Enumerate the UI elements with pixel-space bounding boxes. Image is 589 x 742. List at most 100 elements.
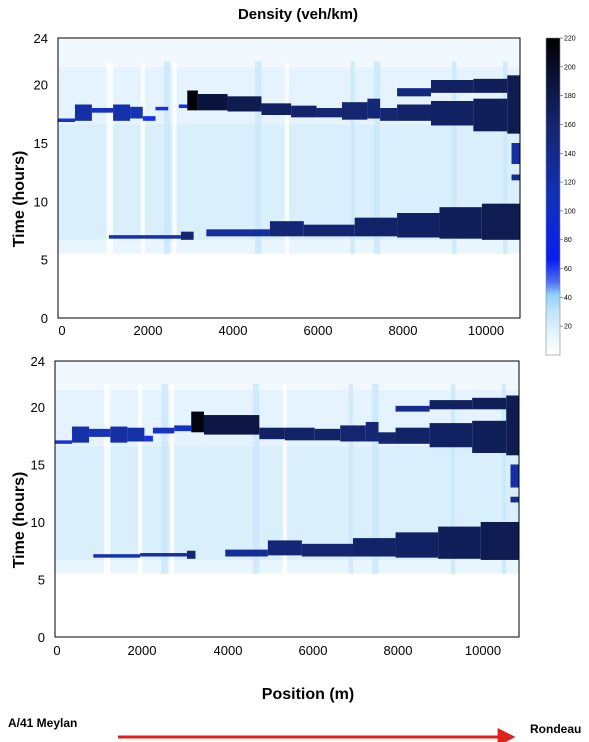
density-cell (55, 440, 73, 444)
density-cell (316, 108, 342, 118)
route-annotation: A/41 Meylan Rondeau (8, 716, 581, 742)
density-cell (341, 102, 368, 120)
colorbar-tick-label: 140 (564, 151, 576, 158)
detector-stripe (373, 61, 381, 254)
density-cell (127, 427, 145, 442)
detector-stripe (284, 61, 289, 254)
density-cell (506, 395, 519, 456)
detector-stripe (255, 61, 262, 254)
density-cell (110, 426, 128, 443)
density-cell (227, 96, 262, 112)
detector-stripe (138, 384, 143, 574)
density-cell (130, 106, 143, 119)
x-axis-label: Position (m) (262, 686, 354, 703)
x-tick-label: 10000 (465, 643, 501, 658)
density-cell (429, 423, 473, 448)
y-tick-label: 0 (38, 630, 45, 645)
density-cell (155, 106, 169, 111)
density-cell (507, 75, 520, 134)
density-cell (72, 426, 90, 443)
density-cell (197, 94, 228, 111)
density-cell (395, 532, 439, 558)
density-cell (397, 104, 431, 121)
density-cell (303, 224, 355, 237)
colorbar-tick-label: 220 (564, 36, 576, 43)
colorbar-tick-label: 100 (564, 208, 576, 215)
detector-stripe (103, 384, 111, 574)
density-cell (269, 221, 304, 237)
colorbar-tick-label: 20 (564, 324, 572, 331)
density-cell (259, 427, 285, 440)
x-tick-label: 8000 (384, 643, 413, 658)
x-tick-label: 6000 (299, 643, 328, 658)
detector-stripe (163, 61, 171, 254)
colorbar-gradient (545, 37, 561, 356)
colorbar-tick-label: 80 (564, 237, 572, 244)
x-tick-label: 8000 (389, 323, 418, 338)
y-tick-label: 10 (34, 194, 48, 209)
density-cell (367, 98, 381, 119)
density-cell (261, 103, 292, 115)
y-tick-label: 20 (31, 400, 45, 415)
density-cell (174, 425, 192, 432)
density-cell (340, 425, 366, 442)
density-cell (187, 90, 198, 111)
detector-stripe (501, 384, 507, 574)
density-cell (395, 427, 430, 444)
density-cell (191, 411, 204, 433)
x-tick-label: 2000 (128, 643, 157, 658)
density-cell (430, 80, 474, 93)
density-cell (203, 415, 260, 435)
density-cell (180, 231, 194, 240)
top-plot-frame (57, 37, 521, 319)
detector-stripe (450, 384, 456, 574)
detector-stripe (372, 384, 379, 574)
density-cell (144, 435, 153, 442)
x-tick-label: 0 (58, 323, 65, 338)
density-cell (472, 420, 507, 453)
y-tick-label: 10 (31, 515, 45, 530)
density-cell (510, 496, 519, 503)
detector-stripe (252, 384, 260, 574)
density-cell (472, 397, 507, 410)
density-cell (74, 104, 92, 121)
density-cell (352, 538, 396, 557)
density-cell (178, 104, 188, 108)
y-tick-label: 5 (41, 253, 48, 268)
density-cell (206, 229, 270, 237)
bottom-plot-frame (54, 360, 520, 638)
density-cell (291, 105, 317, 118)
density-cell (365, 421, 379, 442)
detector-stripe (348, 384, 353, 574)
density-cell (301, 543, 353, 557)
density-cell (511, 143, 520, 164)
detector-stripe (282, 384, 287, 574)
density-cell (186, 550, 196, 559)
density-cell (397, 213, 440, 238)
detector-stripe (161, 384, 168, 574)
y-tick-label: 15 (31, 458, 45, 473)
y-tick-label: 20 (34, 78, 48, 93)
density-cell (438, 526, 481, 559)
detector-stripe (169, 384, 175, 574)
y-tick-label: 24 (34, 31, 48, 46)
bottom-y-axis-label: Time (hours) (11, 472, 28, 569)
density-cell (58, 118, 75, 122)
density-cell (225, 549, 268, 557)
top-chart: 0 5 10 15 20 24 0 2000 4000 6000 8000 10000 Time (… (11, 31, 521, 338)
y-tick-label: 24 (31, 354, 45, 369)
density-cell (510, 464, 519, 488)
density-cell (395, 405, 430, 412)
density-cell (267, 540, 302, 556)
route-start-label: A/41 Meylan (8, 716, 77, 730)
x-tick-label: 0 (53, 643, 60, 658)
detector-stripe (172, 61, 177, 254)
density-cell (511, 174, 520, 181)
detector-stripe (350, 61, 355, 254)
y-tick-label: 0 (41, 311, 48, 326)
detector-stripe (140, 61, 145, 254)
density-cell (354, 217, 398, 237)
density-cell (439, 207, 482, 239)
colorbar-tick-label: 40 (564, 295, 572, 302)
